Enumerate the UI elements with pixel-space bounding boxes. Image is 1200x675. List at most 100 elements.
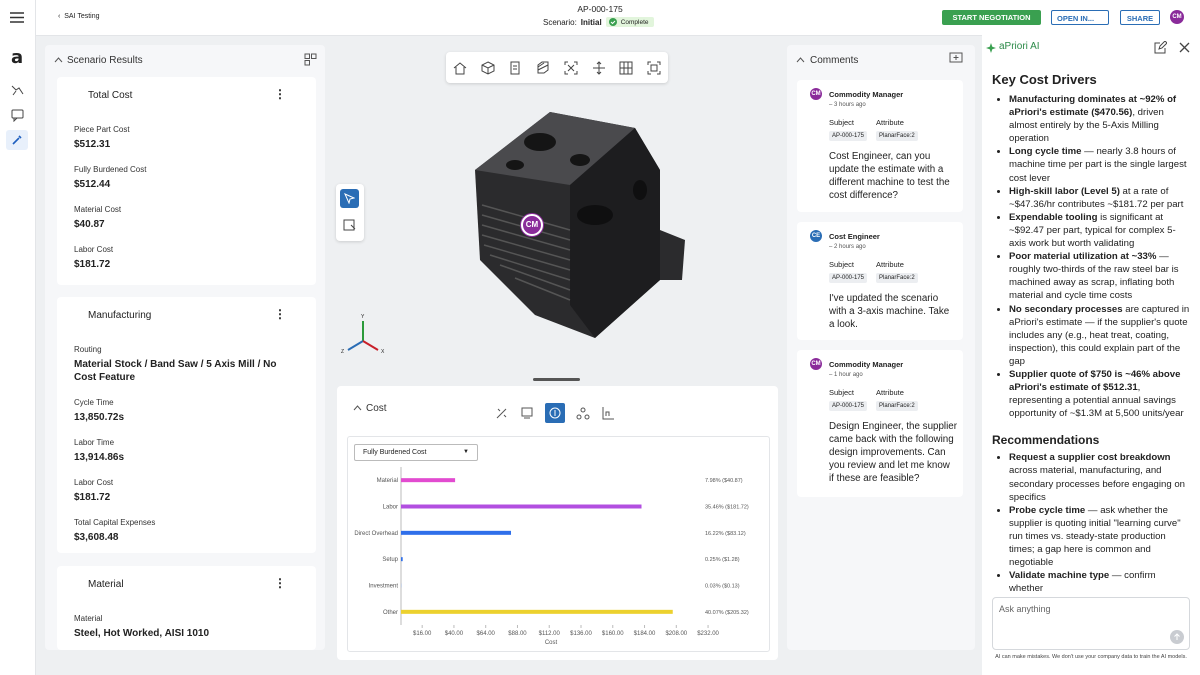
send-button[interactable]: [1170, 630, 1184, 644]
tab-icon[interactable]: [495, 406, 509, 420]
kebab-menu[interactable]: ⋮: [274, 87, 286, 101]
nav-icon[interactable]: [11, 84, 24, 97]
comment-text: Cost Engineer, can you update the estima…: [829, 151, 950, 201]
x-tick-label: $208.00: [665, 631, 687, 637]
item-text: at a rate of ~$47.36/hr contributes ~$18…: [1009, 185, 1184, 210]
item-text: — roughly two-thirds of the raw steel ba…: [1009, 251, 1179, 302]
view-slice[interactable]: [536, 61, 550, 75]
comment-text: Design Engineer, the supplier came back …: [829, 421, 957, 484]
scenario-label: Scenario:: [543, 17, 577, 27]
add-comment-icon[interactable]: [949, 52, 963, 65]
dropdown-value: Fully Burdened Cost: [363, 449, 427, 456]
card-title: Manufacturing: [88, 310, 152, 321]
field-value: $40.87: [74, 219, 105, 230]
panel-title: Comments: [810, 55, 859, 66]
item-text: — confirm whether: [1009, 570, 1156, 595]
time-dash: –: [829, 244, 835, 250]
edit-icon[interactable]: [1154, 41, 1167, 54]
recommendations-list: Request a supplier cost breakdown across…: [992, 451, 1192, 595]
attribute-chip: PlanarFace:2: [876, 401, 918, 411]
x-tick-label: $64.00: [477, 631, 496, 637]
category-label: Investment: [369, 584, 399, 590]
ai-icon: [986, 43, 996, 53]
cost-dropdown[interactable]: Fully Burdened Cost ▼: [354, 444, 478, 461]
card-header: Total Cost ⋮: [74, 77, 299, 113]
category-label: Other: [383, 610, 398, 616]
comment-time: – 3 hours ago: [829, 102, 866, 108]
value-label: 16.22% ($83.12): [705, 531, 746, 537]
x-tick-label: $88.00: [508, 631, 527, 637]
time-text: 1 hour ago: [834, 372, 863, 378]
open-in-button[interactable]: OPEN IN...: [1051, 10, 1109, 25]
kebab-menu[interactable]: ⋮: [274, 307, 286, 321]
menu-icon[interactable]: [10, 12, 24, 23]
nav-icon[interactable]: [11, 109, 24, 122]
view-fit[interactable]: [564, 61, 578, 75]
logo[interactable]: a: [11, 47, 24, 68]
tab-icon[interactable]: [601, 406, 615, 420]
view-axis[interactable]: [592, 60, 606, 75]
field-value: $3,608.48: [74, 532, 119, 543]
collapse-icon[interactable]: [796, 56, 805, 65]
bar: [401, 557, 403, 562]
comment-card: CM Commodity Manager – 1 hour ago Subject At…: [797, 350, 963, 497]
attribute-label: Attribute: [876, 260, 904, 269]
item-bold: High-skill labor (Level 5): [1009, 185, 1120, 197]
attribute-chip: PlanarFace:2: [876, 131, 918, 141]
axis-z: Z: [341, 349, 345, 355]
view-grid[interactable]: [619, 61, 633, 75]
ai-response: Key Cost Drivers Manufacturing dominates…: [992, 70, 1192, 624]
subject-chip: AP-000-175: [829, 401, 868, 411]
resize-handle[interactable]: [533, 378, 580, 381]
field-label: Fully Burdened Cost: [74, 165, 147, 174]
collapse-icon[interactable]: [54, 56, 63, 65]
list-item: Validate machine type — confirm whether: [1009, 569, 1192, 595]
tab-icon[interactable]: [576, 406, 590, 420]
breadcrumb[interactable]: ‹ SAI Testing: [58, 13, 100, 20]
kebab-menu[interactable]: ⋮: [274, 576, 286, 590]
dropdown-caret: ▼: [463, 449, 469, 455]
view-cube[interactable]: [481, 60, 495, 75]
time-dash: –: [829, 372, 835, 378]
item-bold: Validate machine type: [1009, 570, 1110, 582]
input-placeholder: Ask anything: [999, 604, 1051, 614]
select-tool[interactable]: [340, 189, 359, 208]
bar: [401, 609, 673, 614]
breadcrumb-text[interactable]: SAI Testing: [64, 13, 100, 20]
tab-icon[interactable]: [520, 406, 534, 420]
time-dash: –: [829, 102, 835, 108]
x-tick-label: $136.00: [570, 631, 592, 637]
result-card: Manufacturing ⋮ Routing Material Stock / Ba…: [57, 297, 316, 553]
close-icon[interactable]: [1179, 42, 1190, 53]
nav-active[interactable]: [6, 130, 28, 150]
scenario-name[interactable]: Initial: [580, 17, 602, 27]
item-text: — ask whether the supplier is quoting in…: [1009, 504, 1181, 569]
cost-panel: Cost Fully Burdened Cost ▼ $16.00 $40.00 $6…: [337, 386, 778, 660]
check-icon: [608, 18, 617, 26]
start-negotiation-button[interactable]: START NEGOTIATION: [942, 10, 1041, 25]
value-label: 35.46% ($181.72): [705, 505, 749, 511]
list-item: Probe cycle time — ask whether the suppl…: [1009, 504, 1192, 569]
part-model[interactable]: [420, 100, 700, 340]
field-value: $512.31: [74, 139, 111, 150]
tab-active[interactable]: [545, 403, 565, 423]
item-text: — nearly 3.8 hours of machine time per p…: [1009, 146, 1187, 184]
ai-input[interactable]: Ask anything: [992, 597, 1190, 650]
field-value: $181.72: [74, 259, 111, 270]
user-avatar[interactable]: CM: [1170, 10, 1184, 24]
collapse-icon[interactable]: [353, 404, 362, 413]
view-image[interactable]: [647, 61, 661, 75]
view-doc[interactable]: [508, 61, 522, 75]
view-home[interactable]: [453, 61, 467, 75]
share-button[interactable]: SHARE: [1120, 10, 1160, 25]
layout-icon[interactable]: [304, 53, 317, 66]
comment-marker[interactable]: CM: [521, 214, 543, 236]
time-text: 2 hours ago: [834, 244, 866, 250]
value-label: 40.07% ($205.32): [705, 610, 749, 616]
field-value: $181.72: [74, 492, 111, 503]
field-label: Labor Cost: [74, 478, 114, 487]
drivers-list: Manufacturing dominates at ~92% of aPrio…: [992, 93, 1192, 420]
annotate-tool[interactable]: [343, 219, 356, 232]
subject-label: Subject: [829, 260, 855, 269]
scenario-row: Scenario: Initial Complete: [543, 17, 654, 27]
